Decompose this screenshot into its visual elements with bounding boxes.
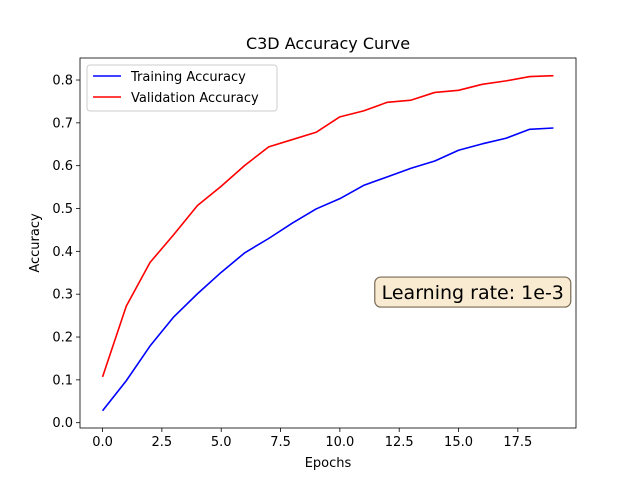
x-axis-label: Epochs — [305, 456, 352, 471]
y-axis-ticks: 0.0 0.1 0.2 0.3 0.4 0.5 0.6 0.7 0.8 — [52, 74, 80, 431]
x-tick-label: 12.5 — [385, 435, 414, 450]
x-tick-label: 17.5 — [503, 435, 532, 450]
x-tick-label: 7.5 — [270, 435, 291, 450]
y-tick-label: 0.6 — [52, 159, 73, 174]
legend-frame — [86, 64, 278, 112]
x-axis-ticks: 0.0 2.5 5.0 7.5 10.0 12.5 15.0 17.5 — [92, 428, 532, 450]
annotation-box — [374, 276, 572, 308]
y-tick-label: 0.1 — [52, 373, 73, 388]
learning-rate-annotation: Learning rate: 1e-3 — [374, 276, 572, 308]
x-tick-label: 15.0 — [444, 435, 473, 450]
legend-label-training: Training Accuracy — [130, 70, 246, 85]
x-tick-label: 5.0 — [211, 435, 232, 450]
y-tick-label: 0.5 — [52, 202, 73, 217]
x-tick-label: 10.0 — [325, 435, 354, 450]
y-tick-label: 0.3 — [52, 288, 73, 303]
x-tick-label: 0.0 — [92, 435, 113, 450]
chart-marks — [101, 74, 554, 412]
y-tick-label: 0.2 — [52, 331, 73, 346]
legend-label-validation: Validation Accuracy — [131, 91, 259, 106]
legend: Training Accuracy Validation Accuracy — [86, 64, 278, 112]
y-tick-label: 0.7 — [52, 116, 73, 131]
y-axis-label: Accuracy — [28, 213, 43, 273]
y-tick-label: 0.0 — [52, 416, 73, 431]
series-line-1 — [101, 74, 554, 378]
series-line-0 — [101, 127, 554, 412]
y-tick-label: 0.8 — [52, 74, 73, 89]
chart-title: C3D Accuracy Curve — [246, 34, 410, 53]
annotation-text: Learning rate: 1e-3 — [382, 282, 564, 304]
y-tick-label: 0.4 — [52, 245, 73, 260]
plot-frame — [79, 57, 577, 429]
x-tick-label: 2.5 — [152, 435, 173, 450]
